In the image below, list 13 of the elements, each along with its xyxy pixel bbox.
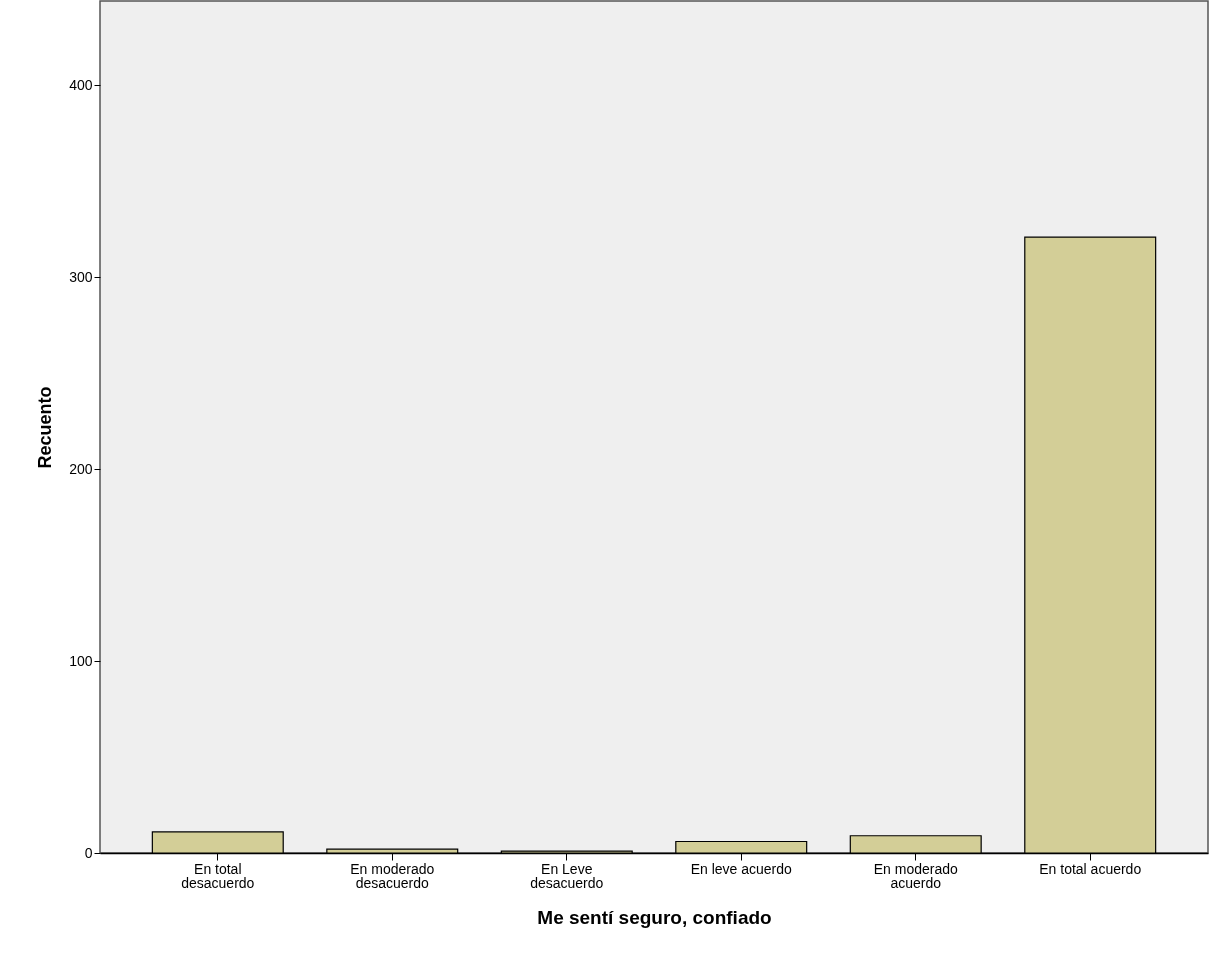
x-tick-label: En total acuerdo	[1039, 860, 1142, 877]
x-tick-label: En total desacuerdo	[181, 860, 255, 891]
y-tick-label: 0	[84, 844, 93, 861]
x-tick-label: En Leve desacuerdo	[530, 860, 604, 891]
x-axis-title: Me sentí seguro, confiado	[537, 906, 772, 928]
y-tick-label: 300	[69, 268, 93, 285]
y-axis-title: Recuento	[35, 386, 56, 469]
y-tick-label: 200	[69, 460, 93, 477]
x-tick-label: En leve acuerdo	[690, 860, 793, 877]
y-tick-label: 400	[69, 76, 93, 93]
x-tick-label: En moderado acuerdo	[873, 860, 958, 891]
x-tick-label: En moderado desacuerdo	[350, 860, 435, 891]
y-tick-label: 100	[69, 652, 93, 669]
